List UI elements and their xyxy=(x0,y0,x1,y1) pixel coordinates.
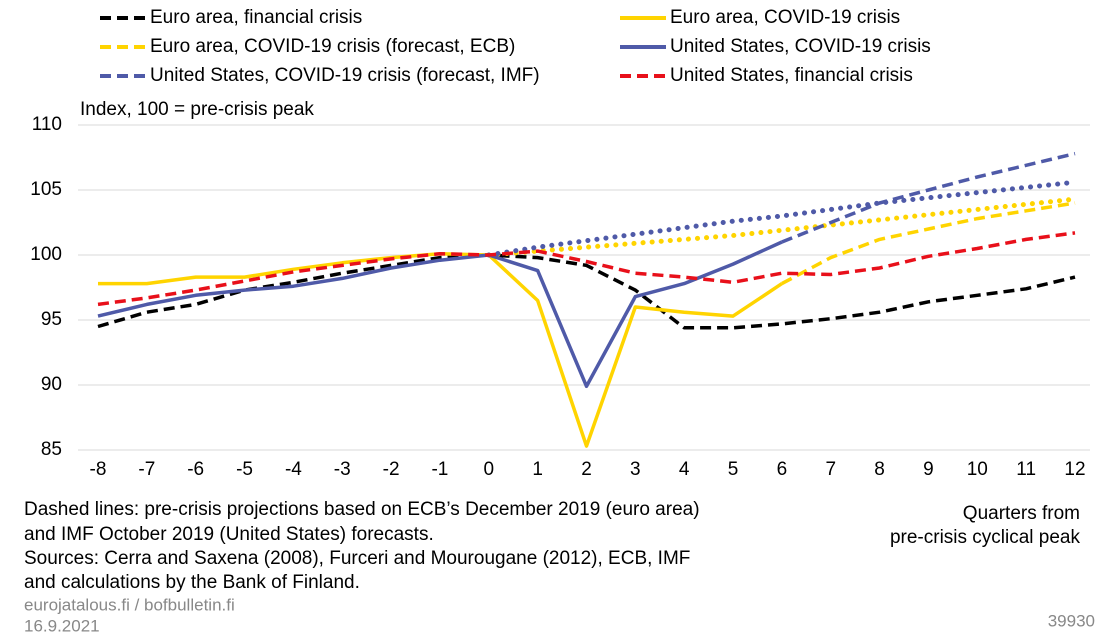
x-tick-label: -6 xyxy=(187,459,204,480)
note: Dashed lines: pre-crisis projections bas… xyxy=(24,499,700,520)
code: 39930 xyxy=(1048,611,1095,630)
x-axis-label: pre-crisis cyclical peak xyxy=(890,527,1081,548)
x-tick-label: 6 xyxy=(777,459,788,480)
note: and IMF October 2019 (United States) for… xyxy=(24,524,434,545)
x-axis-label: Quarters from xyxy=(963,503,1080,524)
y-tick-label: 95 xyxy=(41,309,62,330)
series-line xyxy=(98,251,783,448)
series-line xyxy=(97,231,1076,307)
series-line xyxy=(781,201,1076,286)
legend-label: Euro area, financial crisis xyxy=(150,7,362,28)
legend-label: United States, COVID-19 crisis (forecast… xyxy=(150,65,540,86)
note: and calculations by the Bank of Finland. xyxy=(24,572,360,593)
y-tick-label: 105 xyxy=(30,179,62,200)
x-tick-label: 12 xyxy=(1064,459,1085,480)
legend-label: Euro area, COVID-19 crisis (forecast, EC… xyxy=(150,36,515,57)
y-tick-label: 90 xyxy=(41,374,62,395)
x-tick-label: -4 xyxy=(285,459,302,480)
date: 16.9.2021 xyxy=(24,616,100,635)
x-tick-label: 2 xyxy=(581,459,592,480)
x-tick-label: 5 xyxy=(728,459,739,480)
x-tick-label: -2 xyxy=(383,459,400,480)
x-tick-label: -8 xyxy=(90,459,107,480)
series-line xyxy=(781,151,1076,244)
x-tick-label: 1 xyxy=(532,459,543,480)
y-axis-label: Index, 100 = pre-crisis peak xyxy=(80,99,314,120)
x-tick-label: -7 xyxy=(138,459,155,480)
x-tick-label: 0 xyxy=(484,459,495,480)
legend-label: United States, COVID-19 crisis xyxy=(670,36,931,57)
x-tick-label: -3 xyxy=(334,459,351,480)
legend-label: Euro area, COVID-19 crisis xyxy=(670,7,900,28)
x-tick-label: 4 xyxy=(679,459,690,480)
x-tick-label: 8 xyxy=(874,459,885,480)
series-line xyxy=(97,253,1076,330)
x-tick-label: 7 xyxy=(825,459,836,480)
note: Sources: Cerra and Saxena (2008), Furcer… xyxy=(24,548,690,569)
series-line xyxy=(486,196,1078,258)
x-tick-label: 11 xyxy=(1016,459,1036,480)
legend-label: United States, financial crisis xyxy=(670,65,913,86)
y-tick-label: 85 xyxy=(41,439,62,460)
x-tick-label: 3 xyxy=(630,459,641,480)
y-tick-label: 110 xyxy=(32,114,62,135)
y-tick-label: 100 xyxy=(30,244,62,265)
website: eurojatalous.fi / bofbulletin.fi xyxy=(24,595,235,614)
series-line xyxy=(486,179,1078,258)
x-tick-label: 10 xyxy=(967,459,988,480)
x-tick-label: -5 xyxy=(236,459,253,480)
series-line xyxy=(97,240,783,389)
x-tick-label: -1 xyxy=(431,459,448,480)
x-tick-label: 9 xyxy=(923,459,934,480)
